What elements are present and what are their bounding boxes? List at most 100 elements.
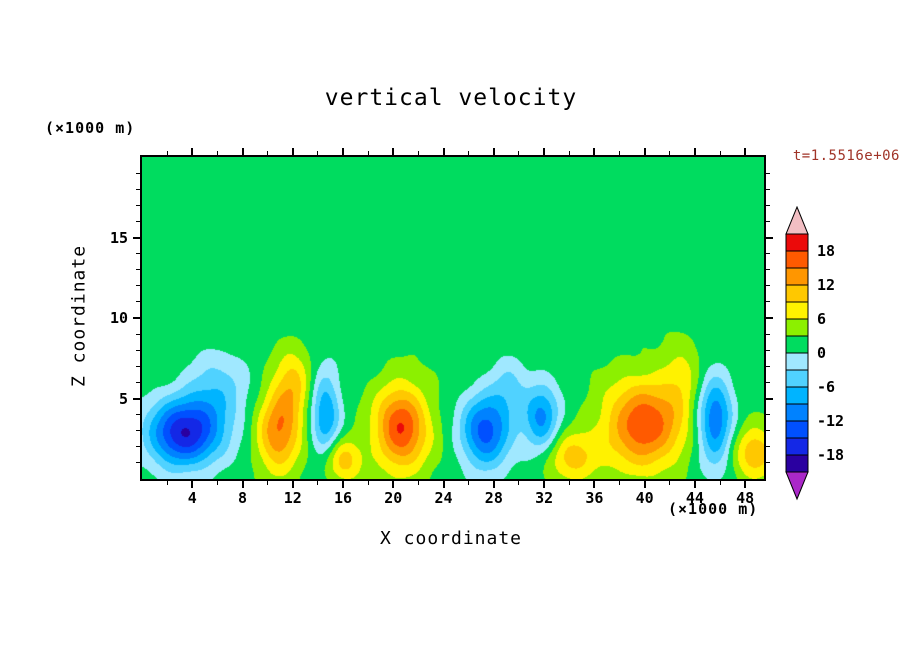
x-tick-label: 32 [535,489,554,507]
z-tick-label: 5 [118,389,128,408]
z-tick [136,365,140,367]
x-tick [468,151,470,155]
x-tick [342,148,345,155]
z-tick [136,301,140,303]
x-tick-label: 8 [238,489,248,507]
x-tick [543,481,546,488]
x-tick [191,148,194,155]
x-tick [468,481,470,485]
colorbar-label: 0 [817,344,827,362]
x-tick [216,481,218,485]
x-tick [568,481,570,485]
z-tick [133,397,140,400]
contour-plot: 4 8 12 16 20 24 28 32 36 40 44 48 5 10 15 [110,148,773,507]
x-tick [442,148,445,155]
z-tick [766,253,770,255]
x-tick [518,481,520,485]
x-tick [317,151,319,155]
colorbar-label: 6 [817,310,827,328]
colorbar-label: -18 [817,446,845,464]
x-tick [719,481,721,485]
z-tick [766,285,770,287]
z-tick [766,462,770,464]
x-tick [216,151,218,155]
z-tick [133,317,140,319]
x-tick-label: 4 [187,489,197,507]
x-tick [241,481,244,488]
x-tick-label: 44 [685,489,704,507]
z-tick [766,269,770,271]
z-tick [136,381,140,383]
z-tick [136,269,140,271]
x-axis-title: X coordinate [379,528,523,549]
z-tick [136,172,140,174]
z-tick [136,220,140,222]
contour-field-canvas [142,157,764,479]
x-tick [744,148,747,155]
colorbar: 18 12 6 0 -6 -12 -18 [785,205,904,526]
x-tick [392,148,395,155]
z-tick [766,349,770,351]
x-tick [317,481,319,485]
z-tick [136,430,140,432]
x-tick [267,151,269,155]
z-tick [766,430,770,432]
z-tick [766,317,773,319]
z-tick [136,414,140,416]
x-tick [166,481,168,485]
colorbar-label: 12 [817,276,836,294]
z-tick [136,462,140,464]
y-axis-unit-label: (×1000 m) [45,119,136,137]
z-tick [766,414,770,416]
z-tick [136,349,140,351]
x-tick [618,481,620,485]
z-tick [766,172,770,174]
x-tick [693,148,696,155]
z-tick [766,381,770,383]
z-tick [766,446,770,448]
z-tick [766,204,770,206]
z-tick [766,301,770,303]
x-tick [291,481,294,488]
x-tick [417,151,419,155]
z-tick [136,446,140,448]
x-tick-label: 28 [484,489,503,507]
z-tick-label: 15 [109,228,128,247]
x-tick [669,151,671,155]
z-tick [766,365,770,367]
z-tick [136,204,140,206]
x-tick-label: 20 [384,489,403,507]
z-tick [136,188,140,190]
z-tick [136,253,140,255]
chart-title: vertical velocity [324,85,578,111]
x-tick [291,148,294,155]
x-tick [492,148,495,155]
z-tick [136,285,140,287]
z-tick [136,333,140,335]
z-tick [766,236,773,239]
x-tick-label: 16 [334,489,353,507]
colorbar-label: 18 [817,242,836,260]
x-tick [518,151,520,155]
x-tick [342,481,345,488]
x-tick [693,481,696,488]
x-tick [643,481,646,488]
y-axis-title: Z coordinate [68,244,90,388]
x-tick [241,148,244,155]
z-tick [133,236,140,239]
x-tick-label: 36 [585,489,604,507]
z-tick-label: 10 [109,309,128,327]
x-tick [618,151,620,155]
x-tick [166,151,168,155]
colorbar-label: -12 [817,412,845,430]
x-tick-label: 12 [283,489,302,507]
x-tick [367,481,369,485]
x-tick [267,481,269,485]
colorbar-graphic [785,205,809,501]
x-tick-label: 40 [635,489,654,507]
x-tick [492,481,495,488]
x-tick [442,481,445,488]
timestamp-label: t=1.5516e+06 [792,148,900,164]
x-axis-unit-label: (×1000 m) [668,500,759,518]
z-tick [766,333,770,335]
